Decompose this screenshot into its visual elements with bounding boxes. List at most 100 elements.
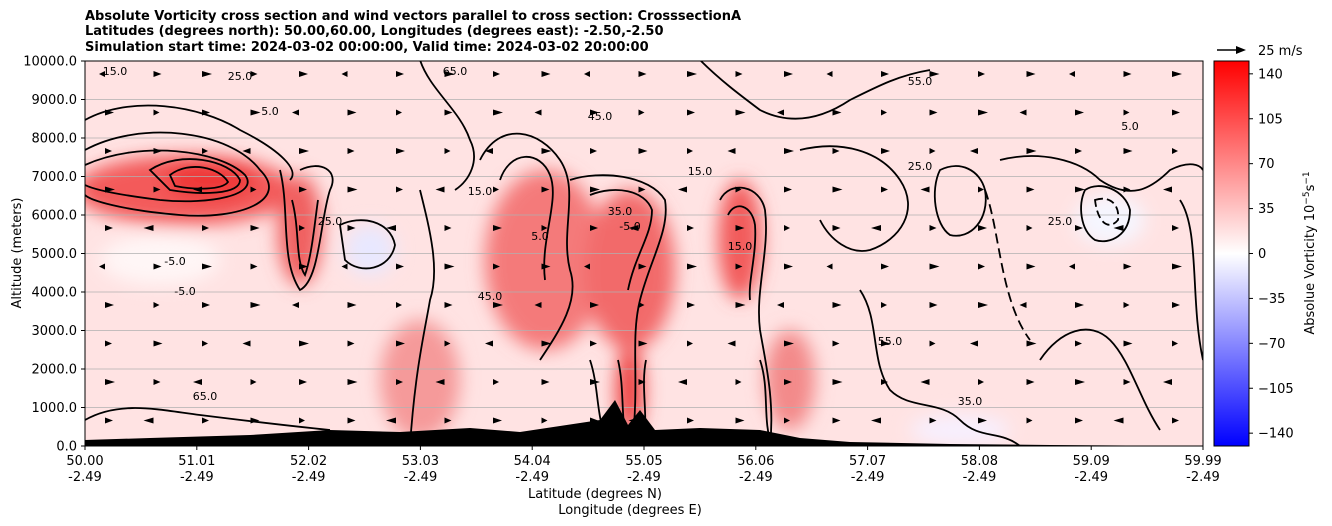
wind-vector <box>153 340 163 347</box>
contour-line <box>291 199 319 278</box>
contour-line <box>699 61 931 120</box>
wind-vector <box>735 225 745 231</box>
wind-vector <box>541 148 552 154</box>
x-tick-label-lon: -2.49 <box>963 470 997 485</box>
contour-line-negative <box>1094 197 1120 226</box>
wind-vector <box>153 263 162 270</box>
wind-vector <box>784 379 792 385</box>
wind-vector <box>1123 109 1130 116</box>
contour-line <box>499 155 554 281</box>
wind-vector <box>1026 263 1036 270</box>
wind-vector <box>143 417 154 424</box>
wind-vector <box>1123 302 1130 308</box>
wind-vector <box>386 225 396 231</box>
wind-vector <box>881 71 889 77</box>
wind-vector <box>1026 148 1037 154</box>
wind-vector <box>1172 225 1179 231</box>
wind-vector <box>1069 263 1075 270</box>
wind-vector <box>347 340 355 347</box>
wind-vector <box>920 379 930 385</box>
wind-vector <box>929 71 940 77</box>
wind-vector <box>396 109 402 116</box>
wind-vector <box>978 186 984 193</box>
contour-line <box>85 131 270 217</box>
contour-line <box>933 165 987 237</box>
chart-title-line-1: Absolute Vorticity cross section and win… <box>85 9 742 24</box>
contour-line <box>719 186 773 446</box>
colorbar-tick-label: −105 <box>1258 382 1294 397</box>
wind-vector <box>1123 186 1131 193</box>
wind-vector <box>590 148 597 154</box>
colorbar-tick-label: 140 <box>1258 67 1283 82</box>
wind-vector <box>687 71 697 77</box>
wind-vector <box>978 302 988 308</box>
wind-vector <box>202 109 210 116</box>
wind-vector <box>541 379 550 385</box>
wind-vector <box>881 302 887 308</box>
wind-vector <box>105 302 114 308</box>
wind-vector <box>1026 186 1035 193</box>
wind-vector <box>590 225 598 231</box>
wind-vector <box>1172 71 1182 77</box>
wind-vector <box>929 263 940 270</box>
wind-vector <box>735 71 743 77</box>
wind-vector <box>1172 340 1178 347</box>
wind-vector <box>881 148 890 154</box>
wind-vector <box>541 263 551 270</box>
chart-title-line-3: Simulation start time: 2024-03-02 00:00:… <box>85 40 649 55</box>
wind-vector <box>299 71 308 77</box>
y-tick-label: 3000.0 <box>32 324 78 339</box>
contour-line <box>85 104 294 181</box>
wind-vector <box>727 340 736 347</box>
wind-vector <box>784 186 792 193</box>
wind-vector <box>590 186 600 193</box>
wind-vector <box>871 417 881 424</box>
wind-vector <box>299 225 305 231</box>
x-tick-label-lat: 51.01 <box>178 454 215 469</box>
colorbar-tick-label: −140 <box>1258 427 1294 442</box>
wind-vector <box>1123 340 1133 347</box>
wind-vector <box>638 263 647 270</box>
y-tick-label: 6000.0 <box>32 209 78 224</box>
vorticity-blob <box>100 235 220 285</box>
wind-vector <box>202 225 209 231</box>
terrain <box>85 400 1203 446</box>
contour-line <box>479 132 574 361</box>
wind-vector <box>1172 302 1180 308</box>
wind-vector <box>1019 109 1027 116</box>
wind-vector <box>493 379 499 385</box>
contour-line <box>339 219 396 270</box>
y-tick-label: 0.0 <box>56 440 77 455</box>
wind-vector <box>396 148 405 154</box>
wind-vector <box>826 71 833 77</box>
x-tick-label-lat: 55.05 <box>625 454 662 469</box>
wind-vector <box>105 379 115 385</box>
wind-vector <box>541 340 552 347</box>
y-tick-label: 4000.0 <box>32 286 78 301</box>
contour-label: 25.0 <box>228 70 253 83</box>
wind-vector <box>638 302 645 308</box>
wind-vector <box>250 109 261 116</box>
wind-vector <box>341 71 348 77</box>
wind-vector <box>735 186 742 193</box>
contour-label: 45.0 <box>478 290 503 303</box>
wind-vector <box>638 109 645 116</box>
contour-line <box>727 205 757 301</box>
x-tick-label-lon: -2.49 <box>404 470 438 485</box>
y-tick-label: 7000.0 <box>32 170 78 185</box>
contour-label: 5.0 <box>1121 120 1139 133</box>
x-tick-label-lat: 59.99 <box>1184 454 1221 469</box>
wind-vector <box>105 225 113 231</box>
wind-vector <box>493 109 503 116</box>
y-tick-label: 2000.0 <box>32 363 78 378</box>
wind-vector <box>920 186 930 193</box>
chart-title-line-2: Latitudes (degrees north): 50.00,60.00, … <box>85 24 664 39</box>
wind-vector <box>292 302 299 308</box>
contour-labels: 15.0 25.0 5.0 65.0 45.0 55.0 35.0 -5.0 25.0 15.0 5… <box>103 65 1139 408</box>
y-tick-label: 5000.0 <box>32 247 78 262</box>
wind-vector <box>584 71 590 77</box>
quiver-key-arrow-head <box>1236 46 1246 54</box>
wind-vector <box>493 71 500 77</box>
contour-line <box>85 407 331 431</box>
vorticity-blob <box>1075 195 1145 245</box>
